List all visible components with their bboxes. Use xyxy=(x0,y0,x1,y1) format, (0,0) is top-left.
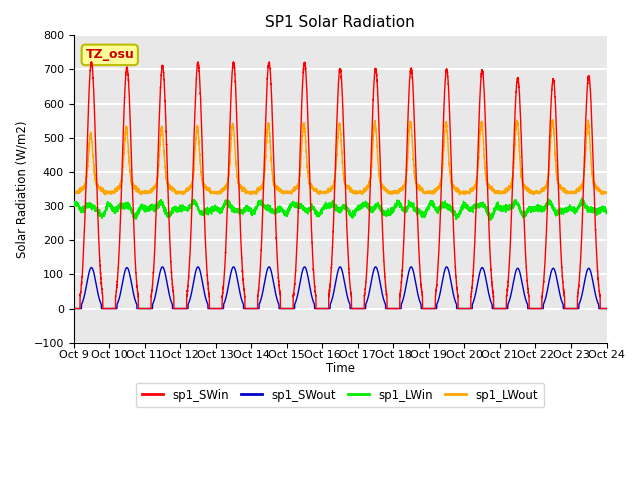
Y-axis label: Solar Radiation (W/m2): Solar Radiation (W/m2) xyxy=(15,120,28,258)
Text: TZ_osu: TZ_osu xyxy=(85,48,134,61)
Legend: sp1_SWin, sp1_SWout, sp1_LWin, sp1_LWout: sp1_SWin, sp1_SWout, sp1_LWin, sp1_LWout xyxy=(136,383,545,408)
Title: SP1 Solar Radiation: SP1 Solar Radiation xyxy=(265,15,415,30)
X-axis label: Time: Time xyxy=(326,362,355,375)
